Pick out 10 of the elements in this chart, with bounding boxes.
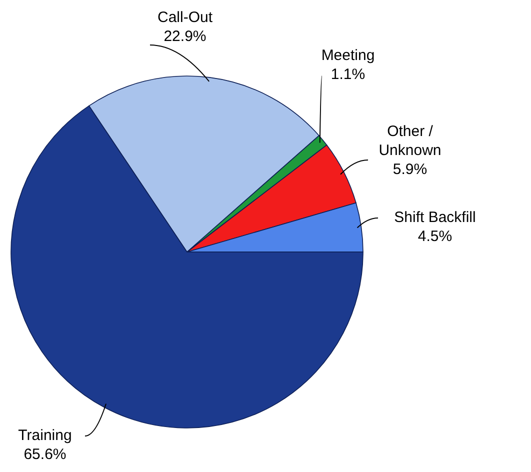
data-label: 22.9% — [164, 28, 206, 45]
data-label: 65.6% — [24, 446, 66, 463]
data-label: 4.5% — [418, 228, 452, 245]
slice-label: Other / Unknown — [378, 123, 442, 159]
slice-label: Call-Out — [157, 9, 214, 26]
slice-label: Meeting — [321, 47, 375, 64]
slice-label: Training — [18, 427, 72, 444]
slice-label: Shift Backfill — [394, 209, 476, 226]
data-label: 5.9% — [392, 161, 428, 178]
data-label: 1.1% — [330, 66, 366, 83]
